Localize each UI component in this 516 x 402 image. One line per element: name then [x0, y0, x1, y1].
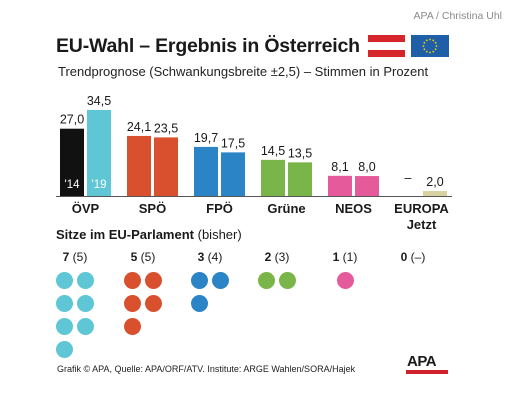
seat-label: 7 (5)	[62, 250, 88, 264]
value-label: 17,5	[221, 136, 245, 150]
bar-neos-2019	[355, 176, 379, 196]
bar-fpö-2014	[194, 146, 218, 196]
subtitle: Trendprognose (Schwankungsbreite ±2,5) –…	[58, 64, 429, 79]
category-label: EUROPA	[394, 201, 449, 216]
austria-flag-icon	[368, 35, 405, 57]
seat-dot	[77, 295, 94, 312]
value-label: 14,5	[261, 144, 285, 158]
category-label: NEOS	[335, 201, 372, 216]
seat-dot	[191, 272, 208, 289]
category-label: Jetzt	[407, 217, 437, 232]
eu-star-icon	[423, 41, 426, 44]
seat-dot	[337, 272, 354, 289]
seat-dot	[77, 272, 94, 289]
eu-star-icon	[434, 48, 437, 51]
value-label: 34,5	[87, 94, 111, 108]
seat-dot	[124, 272, 141, 289]
seat-label: 2 (3)	[264, 250, 290, 264]
year-label: '14	[65, 179, 81, 191]
seat-dot	[56, 295, 73, 312]
credit-text: APA / Christina Uhl	[413, 10, 502, 22]
seat-label: 1 (1)	[332, 250, 358, 264]
bar-övp-2014	[60, 128, 84, 196]
year-label: '19	[92, 179, 107, 191]
bar-neos-2014	[328, 175, 352, 196]
value-label: 23,5	[154, 121, 178, 135]
seat-dot	[279, 272, 296, 289]
seat-dot	[191, 295, 208, 312]
seat-dot	[145, 272, 162, 289]
bar-grüne-2014	[261, 159, 285, 196]
source-footer: Grafik © APA, Quelle: APA/ORF/ATV. Insti…	[57, 364, 356, 374]
seat-label: 0 (–)	[400, 250, 426, 264]
value-label: 8,0	[358, 160, 375, 174]
bar-europa-jetzt-2019	[423, 191, 447, 196]
value-label: 27,0	[60, 113, 84, 127]
apa-logo: APA	[407, 353, 437, 370]
seats-title: Sitze im EU-Parlament (bisher)	[56, 227, 242, 242]
value-label: 24,1	[127, 120, 151, 134]
seat-label: 3 (4)	[197, 250, 223, 264]
seat-dot	[258, 272, 275, 289]
bar-grüne-2019	[288, 162, 312, 196]
bar-spö-2019	[154, 137, 178, 196]
eu-star-icon	[429, 51, 431, 54]
value-label: 2,0	[426, 175, 443, 189]
eu-star-icon	[425, 50, 428, 53]
eu-star-icon	[423, 48, 426, 51]
eu-star-icon	[435, 45, 438, 47]
apa-logo-bar	[406, 370, 448, 374]
eu-star-icon	[425, 39, 428, 42]
eu-star-icon	[432, 50, 435, 53]
bar-övp-2019	[87, 110, 111, 196]
eu-star-icon	[422, 45, 425, 47]
seat-dot	[56, 318, 73, 335]
eu-flag-icon	[411, 35, 449, 57]
seat-label: 5 (5)	[130, 250, 156, 264]
value-label: 8,1	[331, 160, 348, 174]
value-label: 13,5	[288, 146, 312, 160]
seat-dot	[77, 318, 94, 335]
bar-spö-2014	[127, 135, 151, 196]
category-label: SPÖ	[139, 201, 166, 216]
category-label: Grüne	[267, 201, 305, 216]
seat-dot	[56, 341, 73, 358]
seat-dot	[212, 272, 229, 289]
bar-fpö-2019	[221, 152, 245, 196]
seat-dot	[56, 272, 73, 289]
seat-dot	[124, 318, 141, 335]
seat-dot	[124, 295, 141, 312]
eu-star-icon	[432, 39, 435, 42]
seat-dot	[145, 295, 162, 312]
eu-star-icon	[434, 41, 437, 44]
value-label: 19,7	[194, 131, 218, 145]
category-label: FPÖ	[206, 201, 233, 216]
page-title: EU-Wahl – Ergebnis in Österreich	[56, 35, 360, 57]
category-label: ÖVP	[72, 201, 100, 216]
value-label: –	[405, 171, 412, 185]
eu-star-icon	[429, 38, 431, 41]
